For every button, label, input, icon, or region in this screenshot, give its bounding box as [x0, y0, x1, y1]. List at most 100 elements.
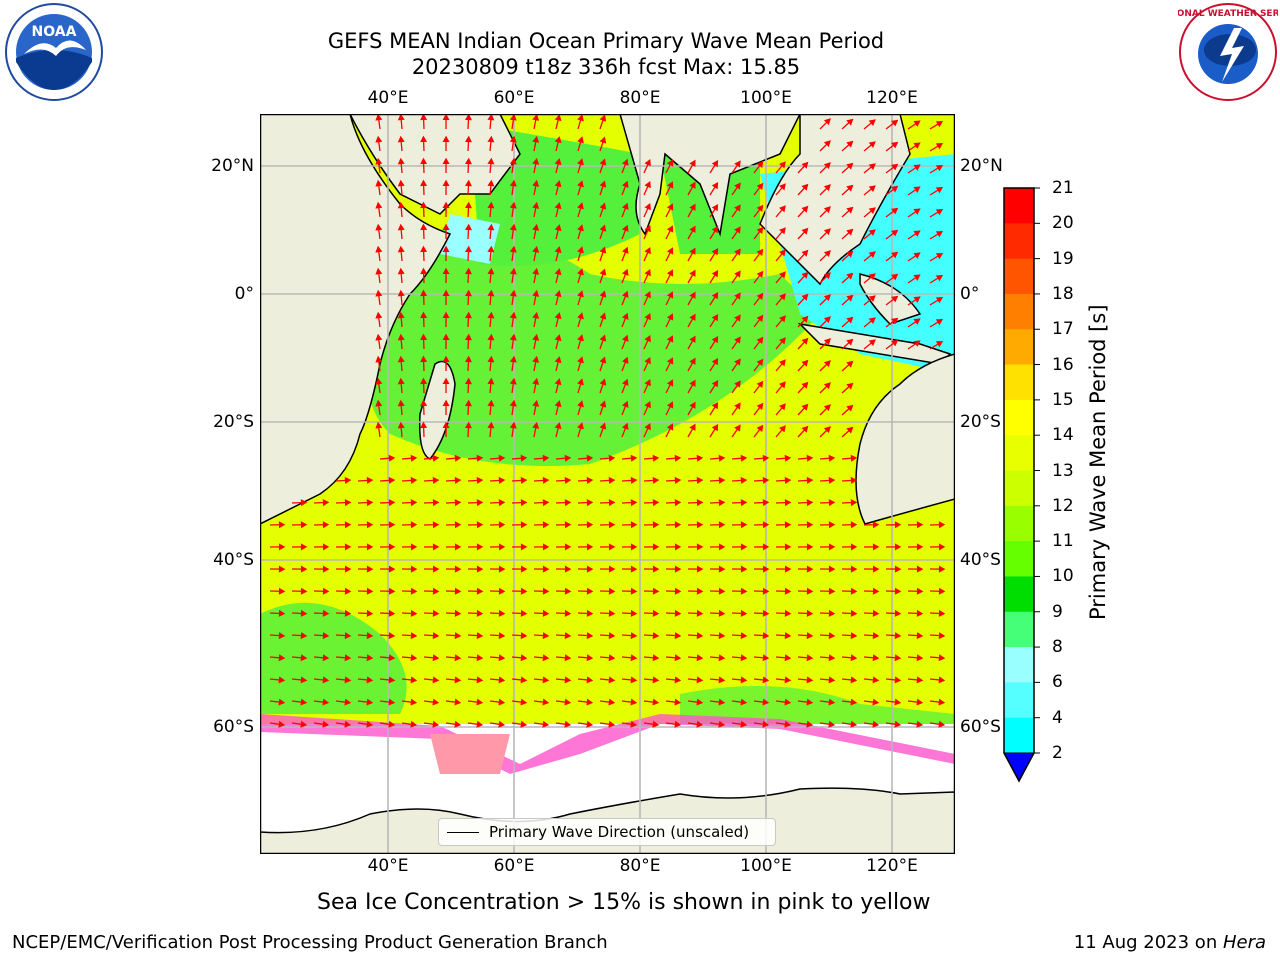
lat-tick-right-60s: 60°S — [960, 717, 1001, 737]
wave-arrow-head — [432, 632, 440, 640]
wave-arrow-head — [696, 543, 704, 551]
wave-arrow-head — [577, 202, 584, 210]
wave-arrow-head — [554, 422, 562, 430]
wave-arrow-head — [891, 119, 899, 127]
wave-arrow-head — [644, 202, 651, 211]
wave-arrow-head — [454, 476, 462, 484]
wave-arrow-head — [868, 317, 876, 324]
wave-arrow-head — [938, 676, 946, 684]
wave-arrow-head — [599, 422, 607, 430]
wave-arrow-head — [894, 521, 902, 529]
wave-arrow-head — [938, 654, 946, 662]
wave-arrow-head — [823, 206, 831, 214]
wave-arrow-head — [823, 360, 831, 368]
wave-arrow-head — [375, 201, 383, 209]
wave-arrow-head — [608, 676, 616, 684]
wave-arrow-head — [740, 543, 748, 551]
wave-arrow-head — [644, 268, 651, 277]
wave-arrow-head — [806, 632, 814, 640]
wave-arrow-head — [762, 565, 770, 573]
wave-arrow-head — [711, 401, 719, 410]
lon-tick-top-120: 120°E — [866, 88, 918, 108]
wave-arrow-head — [652, 521, 660, 529]
wave-arrow-head — [828, 654, 836, 662]
wave-arrow-head — [498, 476, 506, 484]
wave-arrow-head — [872, 587, 880, 595]
wave-arrow-head — [509, 267, 517, 275]
wave-arrow-head — [454, 565, 462, 573]
wave-arrow-head — [938, 632, 946, 640]
wave-arrow-head — [554, 158, 562, 166]
wave-arrow-head — [784, 698, 792, 706]
wave-arrow-head — [498, 609, 506, 617]
wave-arrow-head — [397, 135, 405, 143]
wave-arrow-head — [410, 454, 418, 462]
wave-arrow-head — [532, 333, 540, 341]
wave-arrow-head — [454, 521, 462, 529]
wave-arrow-head — [674, 565, 682, 573]
wave-arrow-head — [784, 632, 792, 640]
wave-arrow-head — [644, 422, 651, 431]
wave-arrow-head — [542, 676, 550, 684]
wave-arrow-head — [872, 698, 880, 706]
wave-arrow-head — [442, 245, 450, 253]
wave-arrow-head — [464, 179, 472, 187]
wave-arrow-head — [542, 476, 550, 484]
colorbar-bin — [1004, 717, 1034, 754]
wave-arrow-head — [734, 292, 741, 300]
wave-arrow-head — [711, 335, 719, 344]
wave-arrow-head — [756, 402, 764, 410]
wave-arrow-head — [652, 454, 660, 462]
wave-arrow-head — [846, 316, 854, 324]
wave-arrow-head — [718, 720, 726, 728]
wave-arrow-head — [366, 698, 374, 706]
wave-arrow-head — [442, 157, 450, 165]
wave-arrow-head — [696, 720, 704, 728]
wave-arrow-head — [806, 609, 814, 617]
wave-arrow-head — [542, 454, 550, 462]
colorbar-extend-arrow — [1003, 752, 1035, 783]
wave-arrow-head — [322, 609, 330, 617]
wave-arrow-head — [630, 543, 638, 551]
wave-arrow-head — [756, 270, 764, 278]
wave-arrow-head — [322, 632, 330, 640]
wave-arrow-head — [779, 227, 786, 235]
wave-arrow-head — [762, 476, 770, 484]
wave-arrow-head — [397, 179, 405, 187]
wave-arrow-head — [564, 476, 572, 484]
wave-arrow-head — [509, 223, 517, 231]
wave-arrow-head — [806, 454, 814, 462]
wave-arrow-head — [498, 632, 506, 640]
wave-arrow-head — [846, 140, 854, 148]
wave-arrow-head — [734, 204, 741, 212]
wave-arrow-head — [464, 135, 472, 143]
wave-arrow-head — [801, 315, 809, 323]
colorbar-bin — [1004, 576, 1034, 613]
colorbar-tick: 19 — [1052, 248, 1074, 269]
wave-arrow-head — [554, 378, 562, 386]
wave-arrow-head — [388, 720, 396, 728]
wave-arrow-head — [476, 720, 484, 728]
wave-arrow-head — [487, 377, 495, 385]
wave-arrow-head — [442, 311, 450, 319]
wave-arrow-head — [801, 227, 809, 235]
wave-arrow-head — [846, 206, 854, 214]
wave-arrow-head — [397, 223, 405, 231]
wave-arrow-head — [564, 720, 572, 728]
wave-arrow-head — [608, 476, 616, 484]
wave-arrow-head — [935, 164, 944, 172]
wave-arrow-head — [322, 587, 330, 595]
lon-tick-top-60: 60°E — [493, 88, 535, 108]
wave-arrow-head — [846, 250, 854, 258]
wave-arrow-head — [599, 356, 607, 364]
wave-arrow-head — [487, 421, 495, 429]
wave-arrow-head — [740, 720, 748, 728]
wave-arrow-head — [577, 334, 584, 342]
wave-arrow-head — [542, 587, 550, 595]
wave-arrow-head — [850, 521, 858, 529]
colorbar-tick: 21 — [1052, 178, 1074, 198]
wave-arrow-head — [432, 454, 440, 462]
wave-arrow-head — [420, 421, 428, 429]
wave-arrow-head — [532, 201, 540, 209]
wave-arrow-head — [564, 654, 572, 662]
